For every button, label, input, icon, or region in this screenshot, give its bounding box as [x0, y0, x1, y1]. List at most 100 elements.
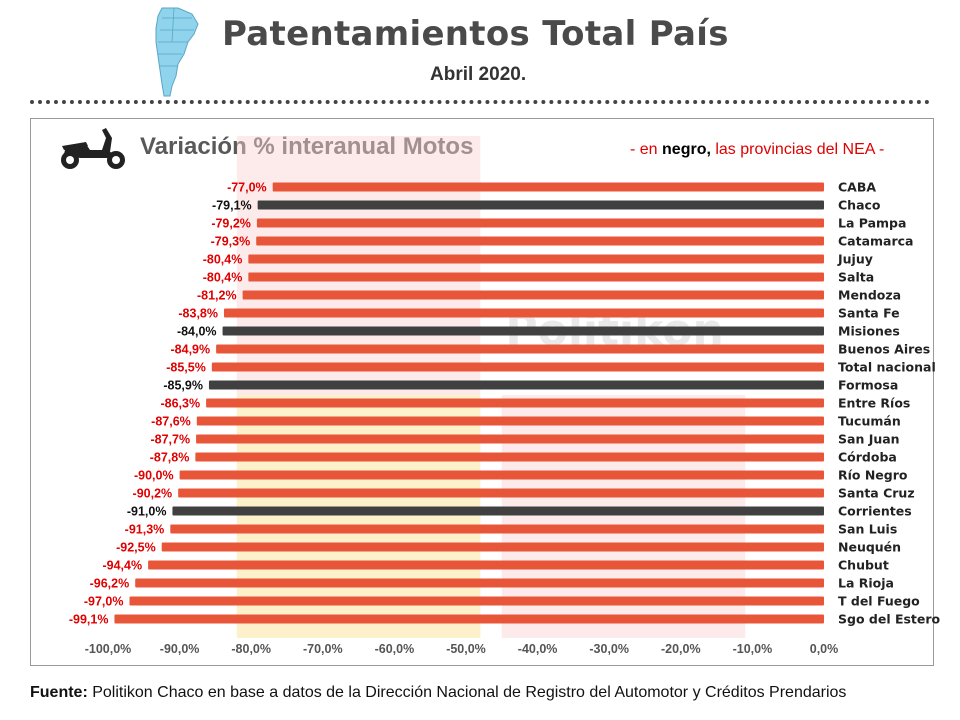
bar-la-rioja — [135, 578, 824, 588]
bar-entre-ríos — [206, 398, 825, 408]
x-tick-label: -90,0% — [160, 642, 200, 656]
data-label: -96,2% — [90, 577, 130, 591]
bar-mendoza — [242, 290, 824, 300]
bar-formosa — [208, 380, 824, 390]
category-label: Buenos Aires — [838, 342, 930, 357]
data-label: -87,8% — [150, 451, 190, 465]
category-label: T del Fuego — [838, 594, 920, 609]
x-tick-label: -10,0% — [733, 642, 773, 656]
bar-jujuy — [248, 254, 824, 264]
data-label: -79,2% — [211, 217, 251, 231]
data-label: -99,1% — [69, 613, 109, 627]
x-tick-label: -40,0% — [518, 642, 558, 656]
data-label: -77,0% — [227, 181, 267, 195]
category-label: Río Negro — [838, 468, 908, 483]
x-tick-label: -30,0% — [589, 642, 629, 656]
category-label: San Juan — [838, 432, 900, 447]
bar-catamarca — [256, 236, 824, 246]
legend-note: - en negro, las provincias del NEA - — [630, 141, 884, 159]
data-label: -86,3% — [160, 397, 200, 411]
footer-text: Politikon Chaco en base a datos de la Di… — [87, 684, 847, 701]
argentina-map-icon — [155, 7, 199, 97]
category-label: CABA — [838, 180, 876, 195]
category-label: Córdoba — [838, 450, 897, 465]
bar-santa-fe — [223, 308, 824, 318]
legend-rest: las provincias del NEA - — [710, 141, 885, 158]
bar-santa-cruz — [178, 488, 825, 498]
data-label: -91,3% — [125, 523, 165, 537]
category-label: Santa Cruz — [838, 486, 915, 501]
bar-chaco — [257, 200, 824, 210]
bar-caba — [272, 182, 824, 192]
category-label: Entre Ríos — [838, 396, 910, 411]
data-label: -92,5% — [116, 541, 156, 555]
category-label: Salta — [838, 270, 874, 285]
category-label: La Pampa — [838, 216, 906, 231]
data-label: -84,9% — [171, 343, 211, 357]
data-label: -90,0% — [134, 469, 174, 483]
bar-córdoba — [195, 452, 825, 462]
category-label: Neuquén — [838, 540, 901, 555]
data-label: -94,4% — [102, 559, 142, 573]
page-subtitle: Abril 2020. — [430, 64, 527, 85]
category-label: Sgo del Estero — [838, 612, 941, 627]
data-label: -91,0% — [127, 505, 167, 519]
category-label: Formosa — [838, 378, 898, 393]
page-title: Patentamientos Total País — [222, 14, 729, 54]
x-tick-label: -60,0% — [375, 642, 415, 656]
legend-negro: negro, — [662, 141, 711, 158]
x-tick-label: -80,0% — [231, 642, 271, 656]
data-label: -79,1% — [212, 199, 252, 213]
data-label: -83,8% — [178, 307, 218, 321]
bar-total-nacional — [211, 362, 824, 372]
chart-title: Variación % interanual Motos — [140, 133, 474, 160]
bar-neuquén — [161, 542, 824, 552]
category-label: Tucumán — [838, 414, 901, 429]
legend-prefix: - en — [630, 141, 663, 158]
bar-tucumán — [196, 416, 824, 426]
category-label: La Rioja — [838, 576, 894, 591]
bar-san-juan — [196, 434, 824, 444]
x-tick-label: -70,0% — [303, 642, 343, 656]
bar-chubut — [148, 560, 824, 570]
data-label: -79,3% — [211, 235, 251, 249]
data-label: -97,0% — [84, 595, 124, 609]
footer-label: Fuente: — [30, 684, 88, 701]
data-label: -85,9% — [163, 379, 203, 393]
dotted-divider — [30, 100, 930, 104]
data-label: -80,4% — [203, 253, 243, 267]
data-label: -90,2% — [133, 487, 173, 501]
category-label: Jujuy — [837, 252, 873, 267]
data-label: -87,7% — [150, 433, 190, 447]
bar-misiones — [222, 326, 824, 336]
category-label: Total nacional — [838, 360, 936, 375]
bar-corrientes — [172, 506, 824, 516]
bar-río-negro — [179, 470, 825, 480]
source-footer: Fuente: Politikon Chaco en base a datos … — [30, 684, 846, 702]
category-label: Corrientes — [838, 504, 912, 519]
category-label: Catamarca — [838, 234, 914, 249]
bar-buenos-aires — [216, 344, 825, 354]
category-label: Mendoza — [838, 288, 901, 303]
motorcycle-icon — [61, 128, 125, 169]
category-label: San Luis — [838, 522, 897, 537]
x-tick-label: -50,0% — [446, 642, 486, 656]
category-label: Santa Fe — [838, 306, 900, 321]
data-label: -85,5% — [166, 361, 206, 375]
data-label: -87,6% — [151, 415, 191, 429]
data-label: -80,4% — [203, 271, 243, 285]
bar-sgo-del-estero — [114, 614, 825, 624]
bar-la-pampa — [256, 218, 825, 228]
data-label: -84,0% — [177, 325, 217, 339]
x-tick-label: 0,0% — [810, 642, 839, 656]
category-label: Misiones — [838, 324, 900, 339]
x-tick-label: -100,0% — [85, 642, 132, 656]
category-label: Chubut — [838, 558, 889, 573]
bar-t-del-fuego — [129, 596, 825, 606]
data-label: -81,2% — [197, 289, 237, 303]
category-label: Chaco — [838, 198, 881, 213]
x-tick-label: -20,0% — [661, 642, 701, 656]
bar-salta — [248, 272, 824, 282]
bar-san-luis — [170, 524, 825, 534]
